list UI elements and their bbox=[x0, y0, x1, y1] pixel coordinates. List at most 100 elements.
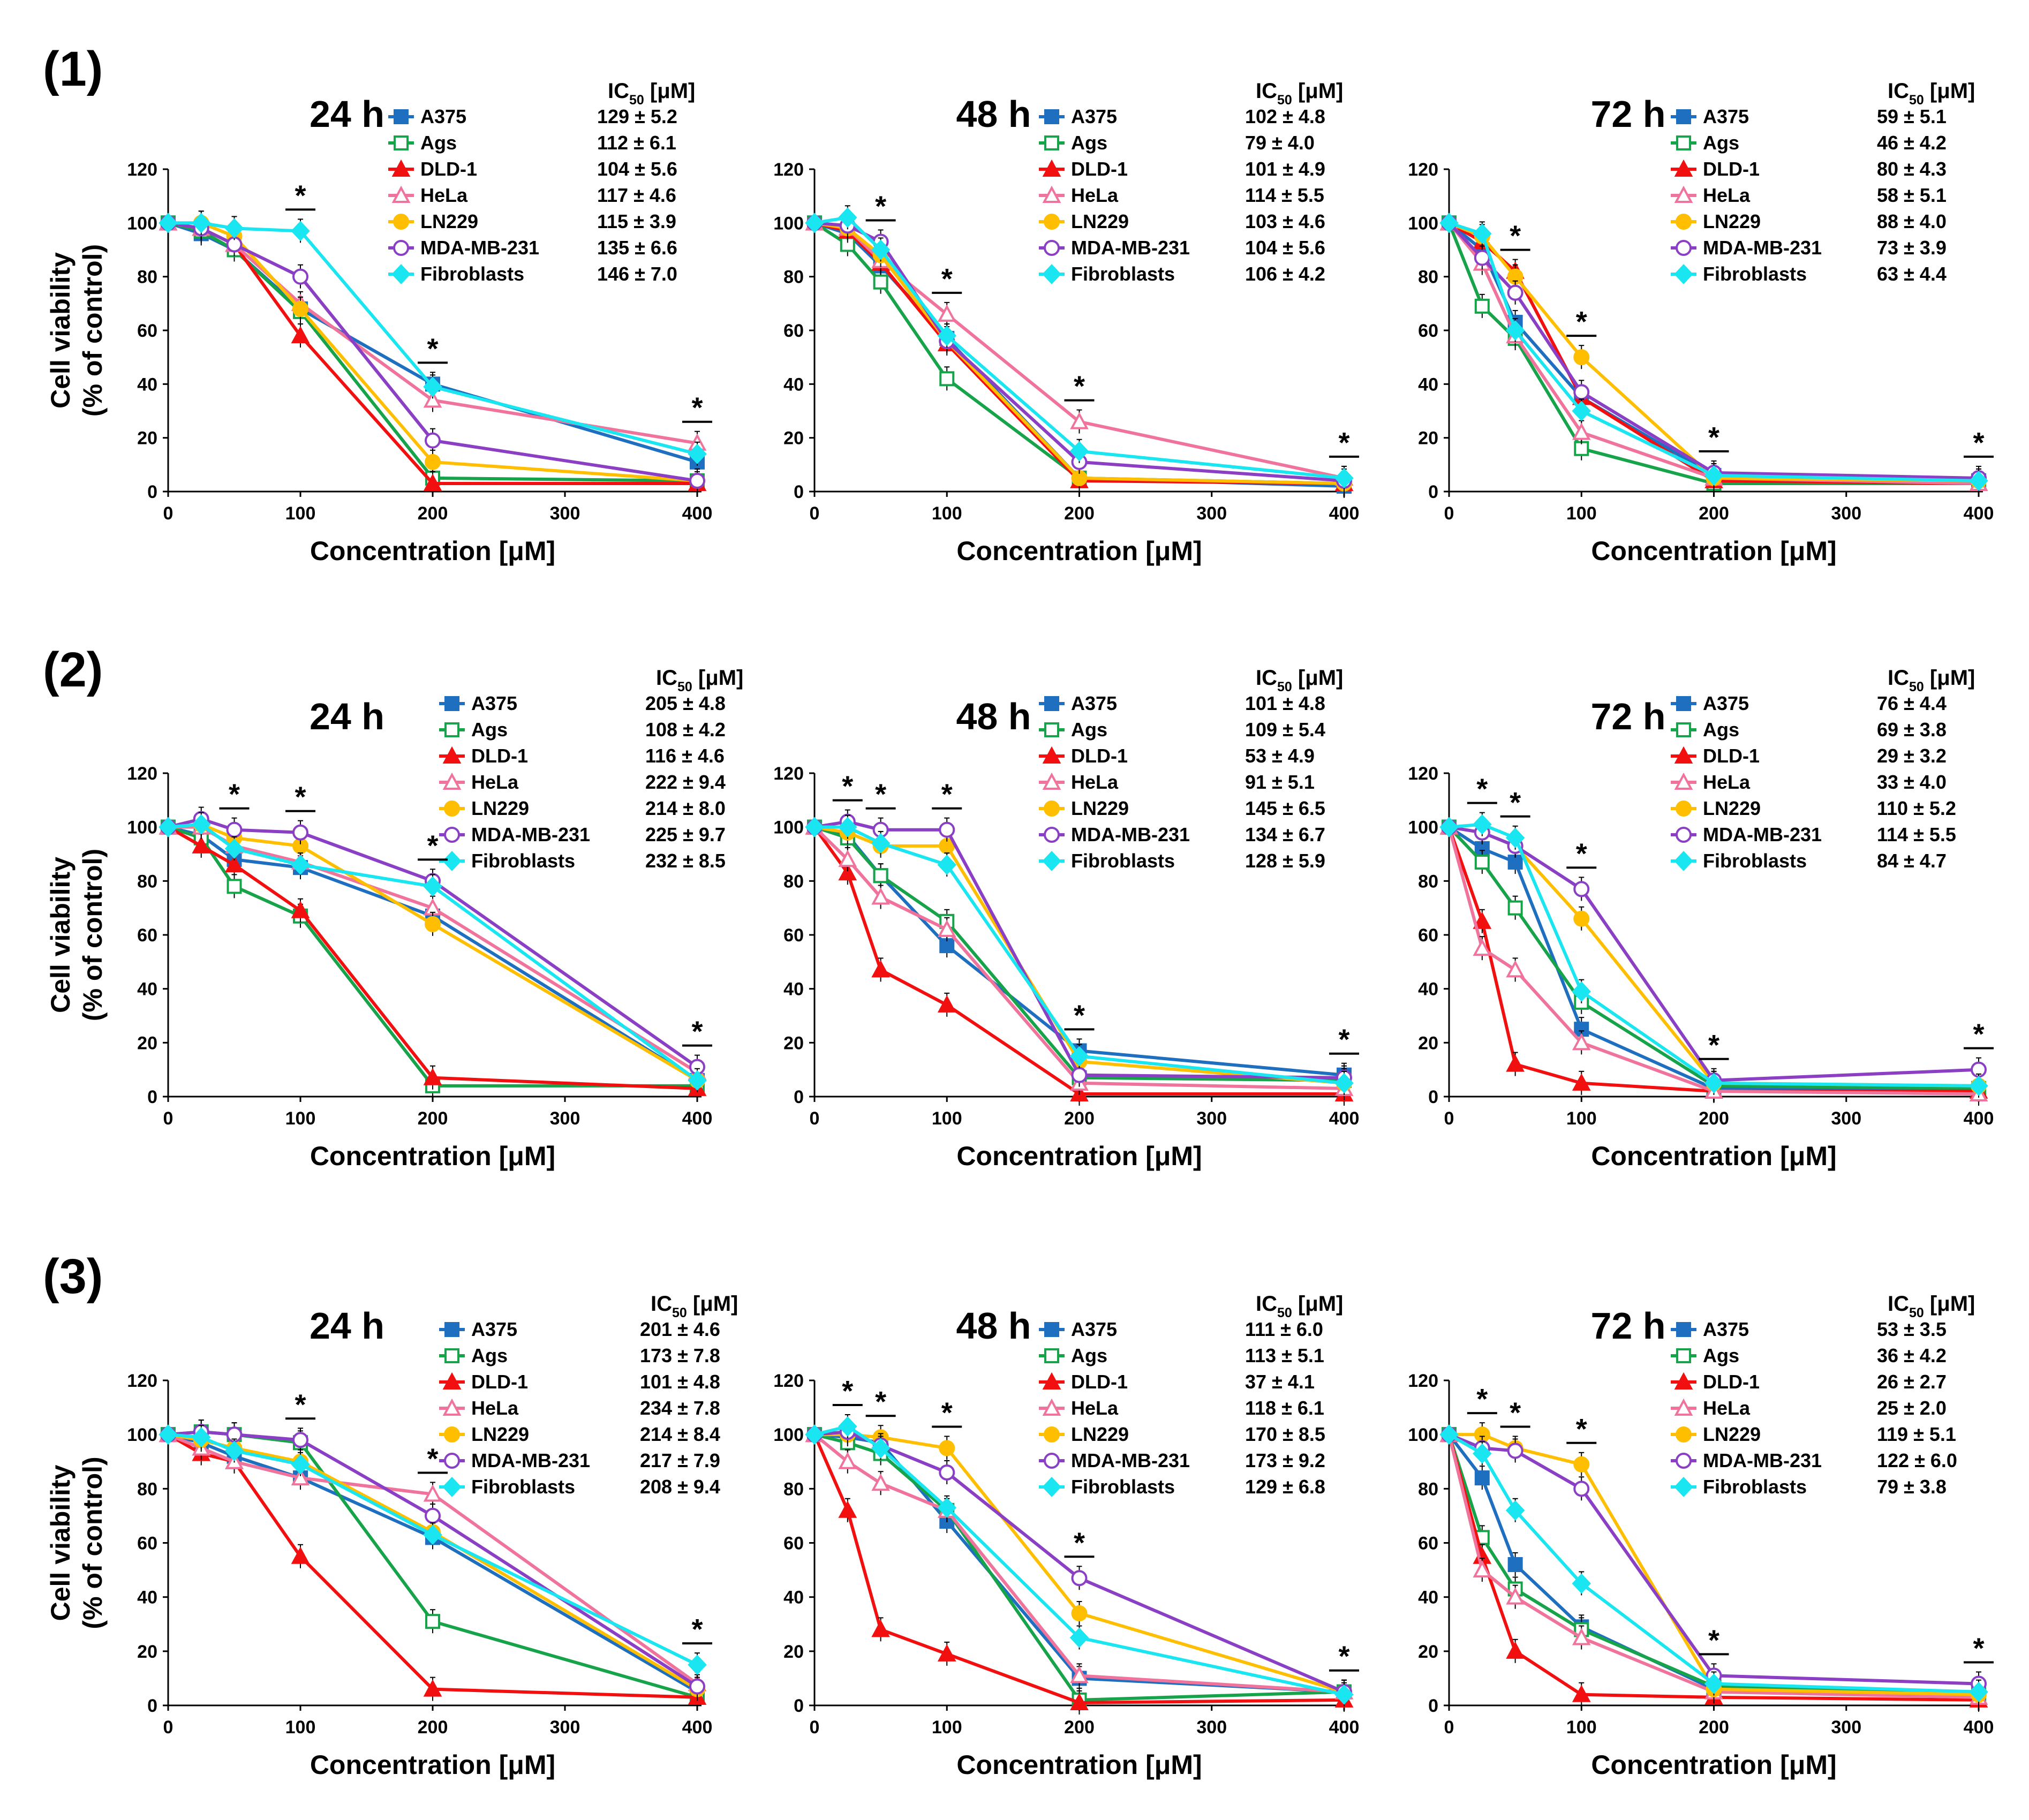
y-tick-label: 0 bbox=[1428, 482, 1438, 502]
y-tick-label: 60 bbox=[1418, 925, 1438, 946]
legend-marker-HeLa bbox=[1674, 1398, 1693, 1416]
ic50-header: IC50 [μM] bbox=[651, 1292, 738, 1320]
data-point-DLD-1 bbox=[838, 1500, 857, 1518]
legend-marker-A375 bbox=[444, 1322, 459, 1337]
y-tick-label: 0 bbox=[794, 1087, 804, 1107]
data-point-Fibroblasts bbox=[1704, 1673, 1724, 1694]
legend-marker-LN229 bbox=[1676, 214, 1692, 230]
legend-item-Fibroblasts: Fibroblasts 63 ± 4.4 bbox=[1671, 263, 1947, 285]
x-axis-title: Concentration [μM] bbox=[310, 1750, 555, 1780]
chart-title: 48 h bbox=[956, 696, 1031, 737]
legend-item-HeLa: HeLa 58 ± 5.1 bbox=[1671, 184, 1947, 206]
data-point-MDA-MB-231 bbox=[1507, 284, 1523, 301]
data-point-DLD-1 bbox=[838, 863, 857, 881]
y-tick-label: 0 bbox=[1428, 1696, 1438, 1716]
data-point-Fibroblasts bbox=[224, 1440, 244, 1461]
ic50-value: 91 ± 5.1 bbox=[1245, 771, 1315, 793]
y-tick-label: 20 bbox=[783, 1642, 804, 1662]
data-point-Fibroblasts bbox=[159, 1424, 178, 1445]
x-tick-label: 0 bbox=[1444, 503, 1454, 524]
ic50-value: 146 ± 7.0 bbox=[597, 263, 677, 285]
chart-panel-r1c1: 24 h 0 20 40 60 80 100 120 0 100 200 300 400 Concentr… bbox=[46, 79, 712, 566]
ic50-value: 69 ± 3.8 bbox=[1877, 719, 1947, 741]
legend-label: MDA-MB-231 bbox=[471, 824, 590, 845]
significance-marker: * bbox=[1510, 787, 1521, 819]
x-tick-label: 400 bbox=[1964, 1108, 1994, 1129]
legend-marker-LN229 bbox=[393, 214, 409, 230]
significance-marker: * bbox=[941, 1396, 953, 1429]
legend-item-LN229: LN229 88 ± 4.0 bbox=[1671, 210, 1947, 232]
data-point-DLD-1 bbox=[1572, 1073, 1591, 1091]
legend-marker-DLD-1 bbox=[1042, 746, 1061, 764]
legend-marker-DLD-1 bbox=[1674, 1372, 1693, 1389]
data-point-LN229 bbox=[425, 916, 441, 932]
data-point-MDA-MB-231 bbox=[1507, 1443, 1523, 1459]
legend-item-HeLa: HeLa 117 ± 4.6 bbox=[388, 184, 676, 206]
y-axis-title-line1: Cell viability bbox=[46, 1464, 76, 1621]
series-Fibroblasts bbox=[805, 814, 1354, 1095]
ic50-header-prefix: IC bbox=[1888, 666, 1909, 690]
ic50-value: 119 ± 5.1 bbox=[1877, 1423, 1956, 1445]
legend-marker-A375 bbox=[394, 109, 409, 124]
ic50-value: 112 ± 6.1 bbox=[597, 132, 676, 154]
data-point-Fibroblasts bbox=[224, 218, 244, 239]
legend-item-LN229: LN229 103 ± 4.6 bbox=[1039, 210, 1325, 232]
data-point-Ags bbox=[227, 879, 242, 894]
legend-marker-A375 bbox=[1676, 109, 1691, 124]
legend-marker-A375 bbox=[1044, 1322, 1059, 1337]
significance-marker: * bbox=[691, 1016, 703, 1048]
legend-item-DLD-1: DLD-1 101 ± 4.8 bbox=[439, 1371, 720, 1393]
y-tick-label: 120 bbox=[773, 160, 804, 180]
legend-marker-HeLa bbox=[1674, 185, 1693, 203]
data-point-Fibroblasts bbox=[1969, 1681, 1988, 1702]
legend-item-Ags: Ags 46 ± 4.2 bbox=[1671, 132, 1947, 154]
significance-marker: * bbox=[1510, 220, 1521, 252]
legend-label: Ags bbox=[1703, 132, 1739, 154]
x-tick-label: 0 bbox=[163, 1108, 174, 1129]
data-point-Fibroblasts bbox=[1473, 814, 1492, 835]
x-tick-label: 100 bbox=[932, 1717, 962, 1738]
y-tick-label: 80 bbox=[137, 871, 157, 892]
data-point-LN229 bbox=[425, 454, 441, 470]
legend-item-HeLa: HeLa 91 ± 5.1 bbox=[1039, 771, 1315, 793]
ic50-header: IC50 [μM] bbox=[1888, 1292, 1975, 1320]
significance-marker: * bbox=[691, 392, 703, 424]
legend-label: LN229 bbox=[1703, 210, 1761, 232]
legend-item-Fibroblasts: Fibroblasts 232 ± 8.5 bbox=[439, 850, 726, 872]
legend-item-Fibroblasts: Fibroblasts 106 ± 4.2 bbox=[1039, 263, 1325, 285]
legend-marker-A375 bbox=[444, 696, 459, 711]
legend-marker-MDA-MB-231 bbox=[1676, 1453, 1692, 1469]
ic50-value: 73 ± 3.9 bbox=[1877, 237, 1947, 259]
ic50-value: 111 ± 6.0 bbox=[1245, 1318, 1323, 1340]
x-tick-label: 300 bbox=[1831, 503, 1861, 524]
data-point-Fibroblasts bbox=[805, 817, 824, 837]
data-point-DLD-1 bbox=[291, 326, 310, 344]
legend-label: MDA-MB-231 bbox=[471, 1449, 590, 1471]
legend-label: HeLa bbox=[1703, 771, 1751, 793]
data-point-HeLa bbox=[871, 1473, 890, 1491]
data-point-DLD-1 bbox=[423, 1679, 442, 1697]
data-point-Ags bbox=[425, 1614, 440, 1629]
legend-label: Fibroblasts bbox=[1071, 850, 1175, 872]
data-point-Fibroblasts bbox=[1439, 1424, 1459, 1445]
legend-marker-LN229 bbox=[1044, 1426, 1060, 1443]
data-point-Ags bbox=[1507, 900, 1523, 916]
series-line-HeLa bbox=[168, 825, 698, 1074]
y-tick-label: 20 bbox=[783, 428, 804, 449]
x-tick-label: 100 bbox=[285, 1717, 316, 1738]
ic50-value: 79 ± 3.8 bbox=[1877, 1476, 1947, 1498]
x-tick-label: 0 bbox=[163, 503, 174, 524]
y-tick-label: 80 bbox=[783, 267, 804, 288]
data-point-MDA-MB-231 bbox=[292, 268, 308, 285]
data-point-Fibroblasts bbox=[1969, 471, 1988, 491]
data-point-A375 bbox=[1507, 1557, 1523, 1572]
data-point-Fibroblasts bbox=[838, 817, 857, 837]
legend-label: A375 bbox=[420, 105, 466, 127]
data-point-Fibroblasts bbox=[291, 221, 310, 241]
ic50-header: IC50 [μM] bbox=[608, 79, 695, 108]
legend-item-MDA-MB-231: MDA-MB-231 104 ± 5.6 bbox=[1039, 237, 1325, 259]
legend-item-A375: A375 111 ± 6.0 bbox=[1039, 1318, 1323, 1340]
data-point-Fibroblasts bbox=[159, 817, 178, 837]
data-point-Ags bbox=[939, 371, 955, 387]
ic50-value: 129 ± 5.2 bbox=[597, 105, 677, 127]
